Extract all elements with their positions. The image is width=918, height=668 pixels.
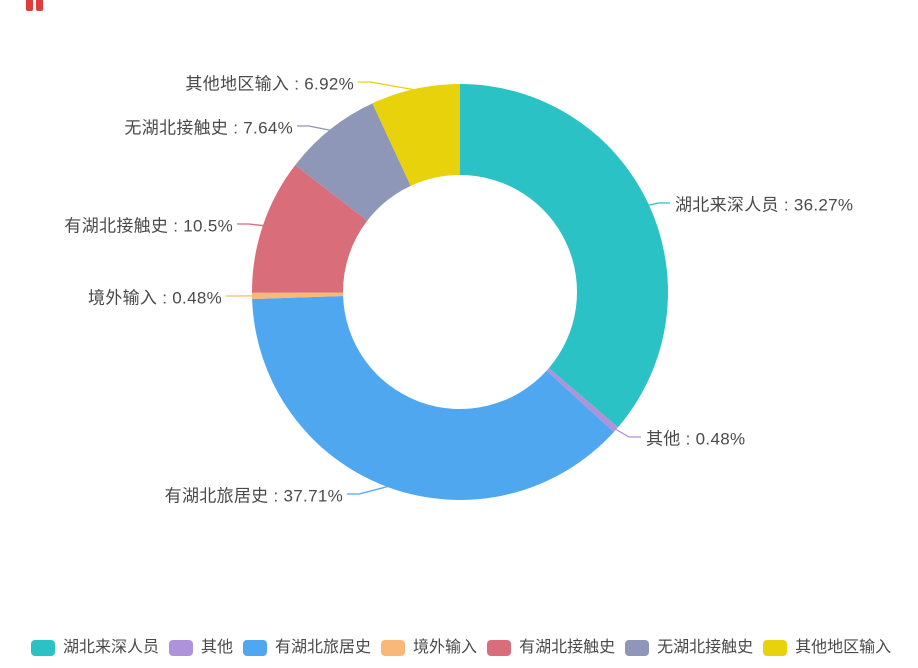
legend-swatch-icon [169, 640, 194, 656]
label-leader-line-5 [297, 125, 331, 132]
slice-label-hubei-visitors: 湖北来深人员 : 36.27% [675, 195, 854, 215]
pie-slice-0[interactable] [460, 84, 668, 428]
legend-item-label: 无湖北接触史 [657, 639, 754, 656]
legend-swatch-icon [243, 640, 268, 656]
label-leader-line-0 [647, 202, 670, 207]
pie-slice-2[interactable] [252, 295, 614, 500]
legend-item-label: 其他 [201, 639, 234, 656]
cropped-red-artifact [26, 0, 43, 11]
legend-item-hubei-residence-history[interactable]: 有湖北旅居史 [243, 640, 371, 656]
label-leader-line-1 [614, 428, 641, 438]
legend-item-hubei-contact-history[interactable]: 有湖北接触史 [487, 640, 615, 656]
slice-label-other: 其他 : 0.48% [646, 429, 746, 449]
legend-item-overseas-import[interactable]: 境外输入 [381, 640, 477, 656]
legend-swatch-icon [625, 640, 650, 656]
legend-item-no-hubei-contact-history[interactable]: 无湖北接触史 [625, 640, 753, 656]
legend-item-other-region-import[interactable]: 其他地区输入 [763, 640, 891, 656]
slice-label-hubei-contact-history: 有湖北接触史 : 10.5% [64, 216, 233, 236]
legend-item-label: 有湖北接触史 [519, 639, 616, 656]
slice-label-overseas-import: 境外输入 : 0.48% [88, 288, 222, 308]
legend-swatch-icon [381, 640, 406, 656]
label-leader-line-4 [237, 223, 264, 227]
pie-slice-4[interactable] [251, 165, 368, 293]
legend-item-label: 有湖北旅居史 [275, 639, 372, 656]
pie-slice-6[interactable] [372, 84, 460, 186]
legend-swatch-icon [763, 640, 788, 656]
slice-label-other-region-import: 其他地区输入 : 6.92% [185, 74, 354, 94]
pie-slice-3[interactable] [252, 292, 344, 300]
red-mark-right [36, 0, 43, 11]
legend-swatch-icon [31, 640, 55, 656]
donut-chart [226, 81, 670, 500]
legend-item-other[interactable]: 其他 [169, 640, 233, 656]
label-leader-line-2 [347, 485, 389, 495]
pie-slice-1[interactable] [546, 368, 618, 432]
slice-label-no-hubei-contact-history: 无湖北接触史 : 7.64% [124, 118, 293, 138]
legend-item-label: 其他地区输入 [795, 639, 892, 656]
chart-legend: 湖北来深人员 其他 有湖北旅居史 境外输入 有湖北接触史 无湖北接触史 其他地区… [31, 634, 891, 662]
slice-label-hubei-residence-history: 有湖北旅居史 : 37.71% [164, 486, 343, 506]
pie-slice-5[interactable] [295, 103, 411, 221]
label-leader-line-6 [358, 81, 416, 91]
red-mark-left [26, 0, 33, 11]
legend-swatch-icon [487, 640, 512, 656]
legend-item-label: 境外输入 [413, 639, 478, 656]
legend-item-label: 湖北来深人员 [63, 639, 160, 656]
legend-item-hubei-visitors[interactable]: 湖北来深人员 [31, 640, 159, 656]
